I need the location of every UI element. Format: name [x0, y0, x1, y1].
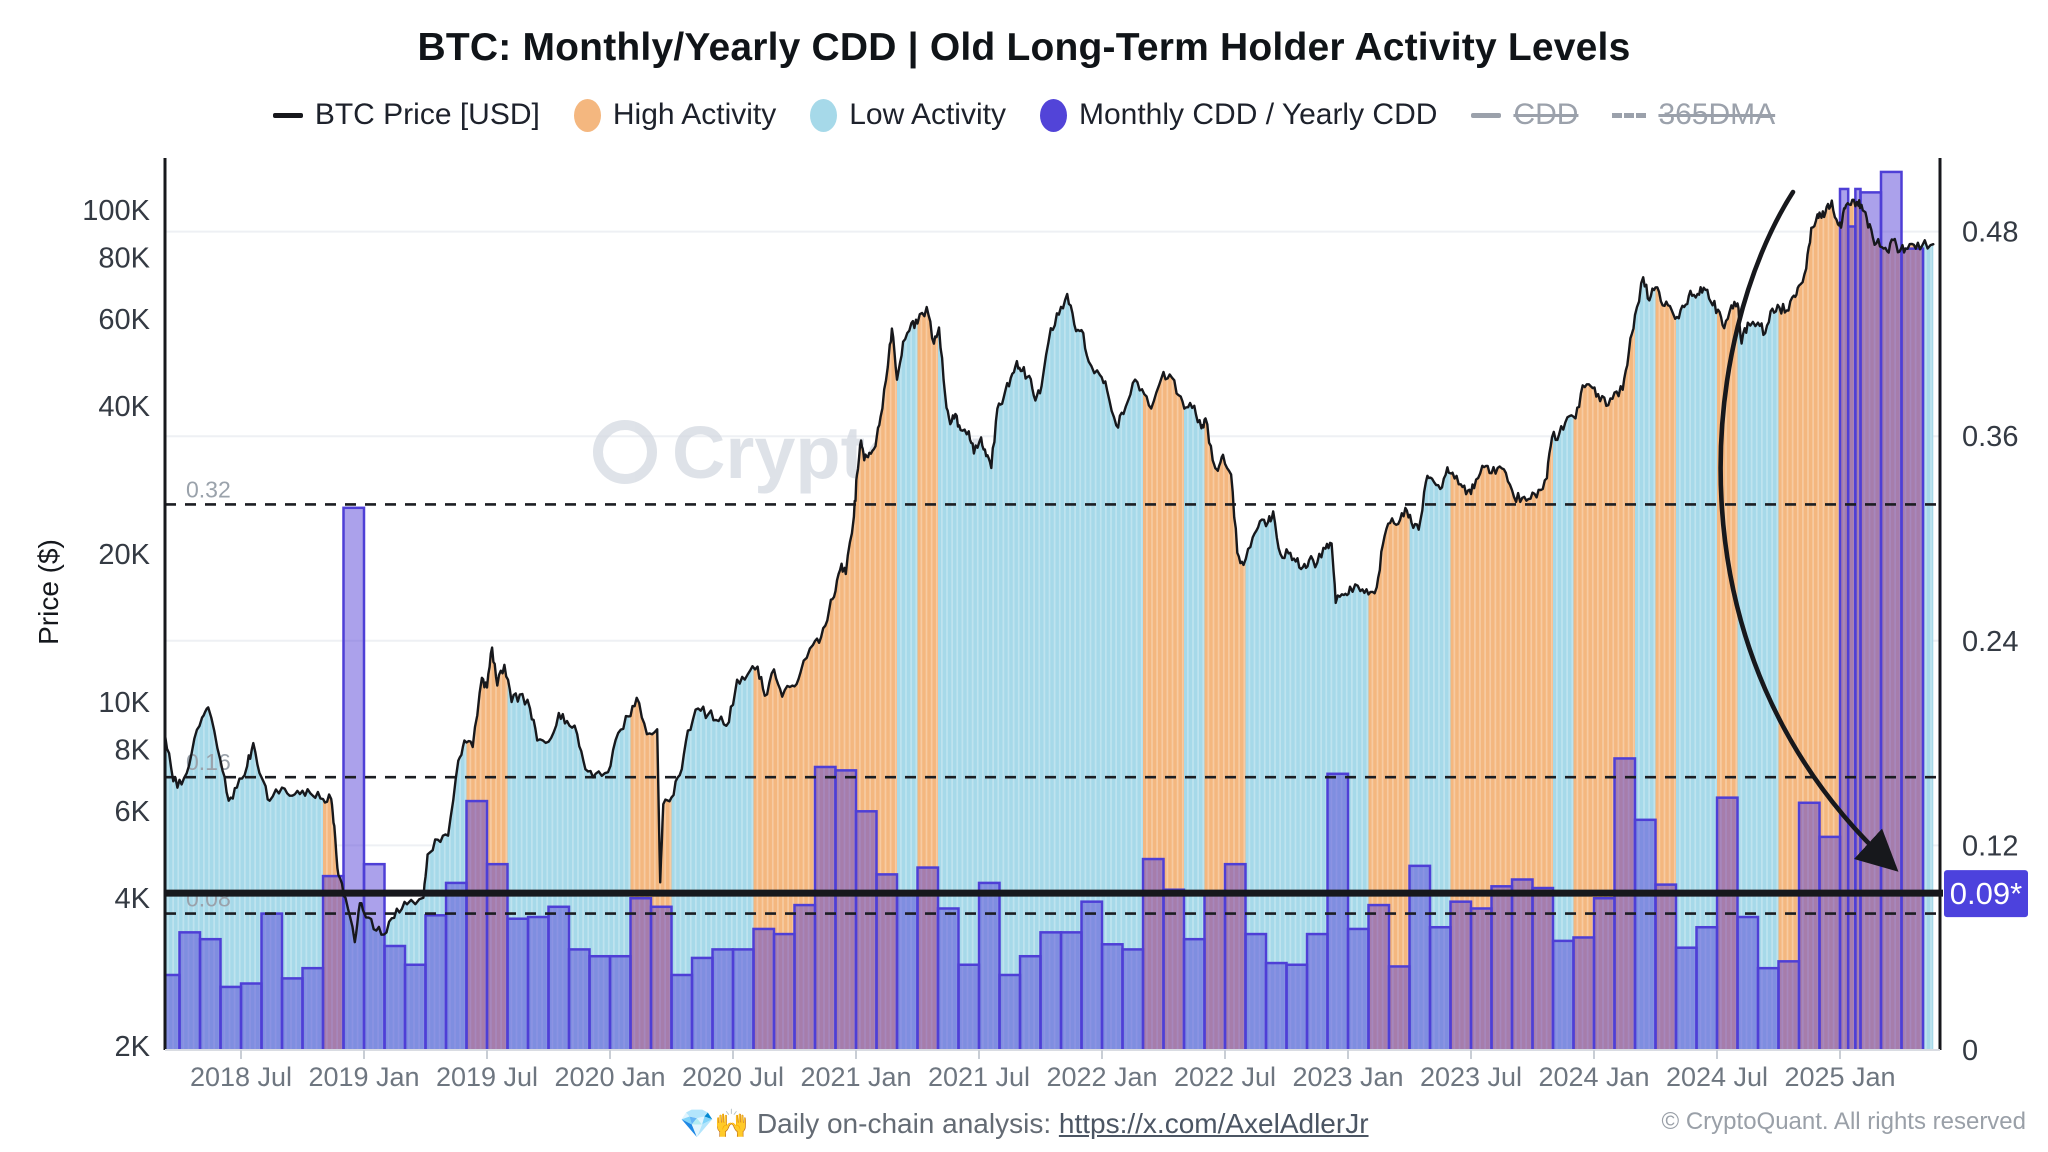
svg-text:0.12: 0.12 [1962, 830, 2018, 862]
svg-text:2023 Jan: 2023 Jan [1292, 1062, 1403, 1092]
legend-item-high-activity[interactable]: High Activity [573, 98, 777, 132]
legend-dot-icon [1039, 98, 1067, 132]
svg-text:40K: 40K [98, 391, 150, 423]
svg-text:2024 Jan: 2024 Jan [1538, 1062, 1649, 1092]
btc-price-line [165, 198, 1935, 944]
svg-text:2022 Jan: 2022 Jan [1046, 1062, 1157, 1092]
legend-label: Monthly CDD / Yearly CDD [1078, 98, 1438, 131]
svg-text:0.24: 0.24 [1962, 626, 2018, 658]
legend-line-icon [1471, 112, 1502, 118]
footer-note: 💎🙌 Daily on-chain analysis: https://x.co… [0, 1107, 2048, 1140]
svg-text:0.32: 0.32 [186, 476, 231, 502]
svg-text:2019 Jul: 2019 Jul [436, 1062, 538, 1092]
svg-text:2023 Jul: 2023 Jul [1420, 1062, 1522, 1092]
x-axis-tick-labels: 2018 Jul 2019 Jan 2019 Jul 2020 Jan 2020 Jul… [190, 1050, 1896, 1092]
copyright-note: © CryptoQuant. All rights reserved [1661, 1108, 2027, 1135]
legend-line-icon [272, 112, 303, 118]
legend-item-low-activity[interactable]: Low Activity [810, 98, 1006, 132]
watermark-logo-icon [593, 420, 657, 484]
svg-text:2022 Jul: 2022 Jul [1174, 1062, 1276, 1092]
svg-text:2020 Jan: 2020 Jan [554, 1062, 665, 1092]
page-title: BTC: Monthly/Yearly CDD | Old Long-Term … [417, 26, 1631, 69]
svg-text:60K: 60K [98, 304, 150, 336]
svg-text:0.48: 0.48 [1962, 217, 2018, 249]
svg-text:2021 Jan: 2021 Jan [800, 1062, 911, 1092]
legend-item-365dma[interactable]: 365DMA [1612, 98, 1775, 132]
svg-text:0.08: 0.08 [186, 886, 231, 912]
left-axis-tick-labels: 100K 80K 60K 40K 20K 10K 8K 6K 4K 2K [82, 195, 150, 1063]
legend-dot-icon [810, 98, 838, 132]
svg-text:2024 Jul: 2024 Jul [1666, 1062, 1768, 1092]
legend-label: BTC Price [USD] [314, 98, 540, 131]
svg-text:2025 Jan: 2025 Jan [1784, 1062, 1895, 1092]
left-axis-title: Price ($) [33, 539, 64, 645]
legend-dot-icon [573, 98, 601, 132]
legend-label: Low Activity [849, 98, 1006, 131]
current-level-badge-label: 0.09* [1950, 876, 2022, 911]
right-axis-tick-labels: 0.48 0.36 0.24 0.12 0 [1962, 217, 2018, 1067]
svg-text:2018 Jul: 2018 Jul [190, 1062, 292, 1092]
legend-item-btc-price-usd[interactable]: BTC Price [USD] [272, 98, 540, 132]
legend-label: 365DMA [1658, 98, 1776, 131]
legend-label: CDD [1513, 98, 1579, 131]
svg-text:6K: 6K [115, 796, 151, 828]
current-level-badge: 0.09* [1944, 870, 2028, 918]
footer-link[interactable]: https://x.com/AxelAdlerJr [1058, 1108, 1369, 1139]
svg-text:80K: 80K [98, 243, 150, 275]
svg-text:20K: 20K [98, 539, 150, 571]
chart-legend: BTC Price [USD] High Activity Low Activity… [0, 98, 2048, 132]
svg-text:0: 0 [1962, 1035, 1978, 1067]
svg-text:10K: 10K [98, 687, 150, 719]
legend-line-icon [1612, 112, 1647, 118]
svg-text:2K: 2K [115, 1031, 151, 1063]
legend-label: High Activity [612, 98, 777, 131]
footer-text: 💎🙌 Daily on-chain analysis: [679, 1108, 1059, 1139]
legend-item-cdd[interactable]: CDD [1471, 98, 1578, 132]
svg-text:2019 Jan: 2019 Jan [308, 1062, 419, 1092]
svg-text:2020 Jul: 2020 Jul [682, 1062, 784, 1092]
svg-text:2021 Jul: 2021 Jul [928, 1062, 1030, 1092]
svg-text:4K: 4K [115, 883, 151, 915]
svg-text:8K: 8K [115, 735, 151, 767]
svg-text:0.36: 0.36 [1962, 421, 2018, 453]
svg-text:100K: 100K [82, 195, 150, 227]
legend-item-monthly-cdd-yearly-cdd[interactable]: Monthly CDD / Yearly CDD [1039, 98, 1438, 132]
annotation-arrow [1718, 189, 1899, 872]
